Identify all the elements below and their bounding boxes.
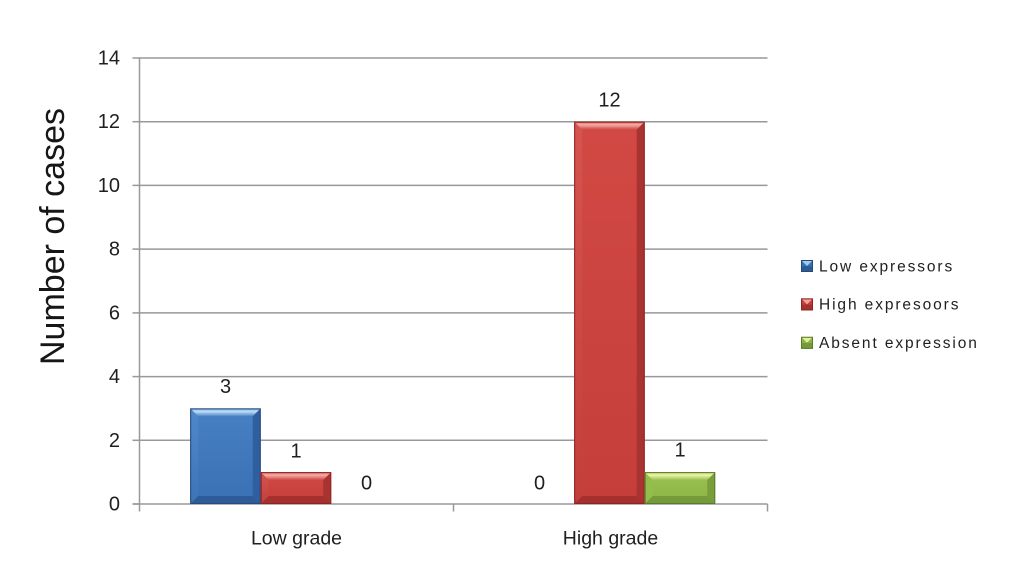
- svg-text:0: 0: [534, 472, 545, 494]
- svg-text:6: 6: [109, 302, 120, 324]
- svg-text:10: 10: [98, 175, 120, 197]
- svg-text:0: 0: [109, 494, 120, 516]
- svg-text:Low expressors: Low expressors: [819, 258, 954, 275]
- svg-text:Absent expression: Absent expression: [819, 335, 979, 352]
- svg-text:High expresoors: High expresoors: [819, 297, 960, 314]
- svg-text:14: 14: [98, 48, 120, 70]
- svg-text:12: 12: [98, 111, 120, 133]
- svg-text:3: 3: [220, 376, 231, 398]
- svg-text:Number of cases: Number of cases: [34, 108, 72, 365]
- svg-text:1: 1: [290, 441, 301, 463]
- svg-text:4: 4: [109, 366, 120, 388]
- svg-text:1: 1: [674, 440, 685, 462]
- svg-text:0: 0: [361, 472, 372, 494]
- svg-text:2: 2: [109, 430, 120, 452]
- svg-text:Low grade: Low grade: [251, 528, 342, 550]
- svg-text:12: 12: [598, 89, 620, 111]
- svg-text:8: 8: [109, 239, 120, 261]
- svg-text:High grade: High grade: [563, 528, 658, 550]
